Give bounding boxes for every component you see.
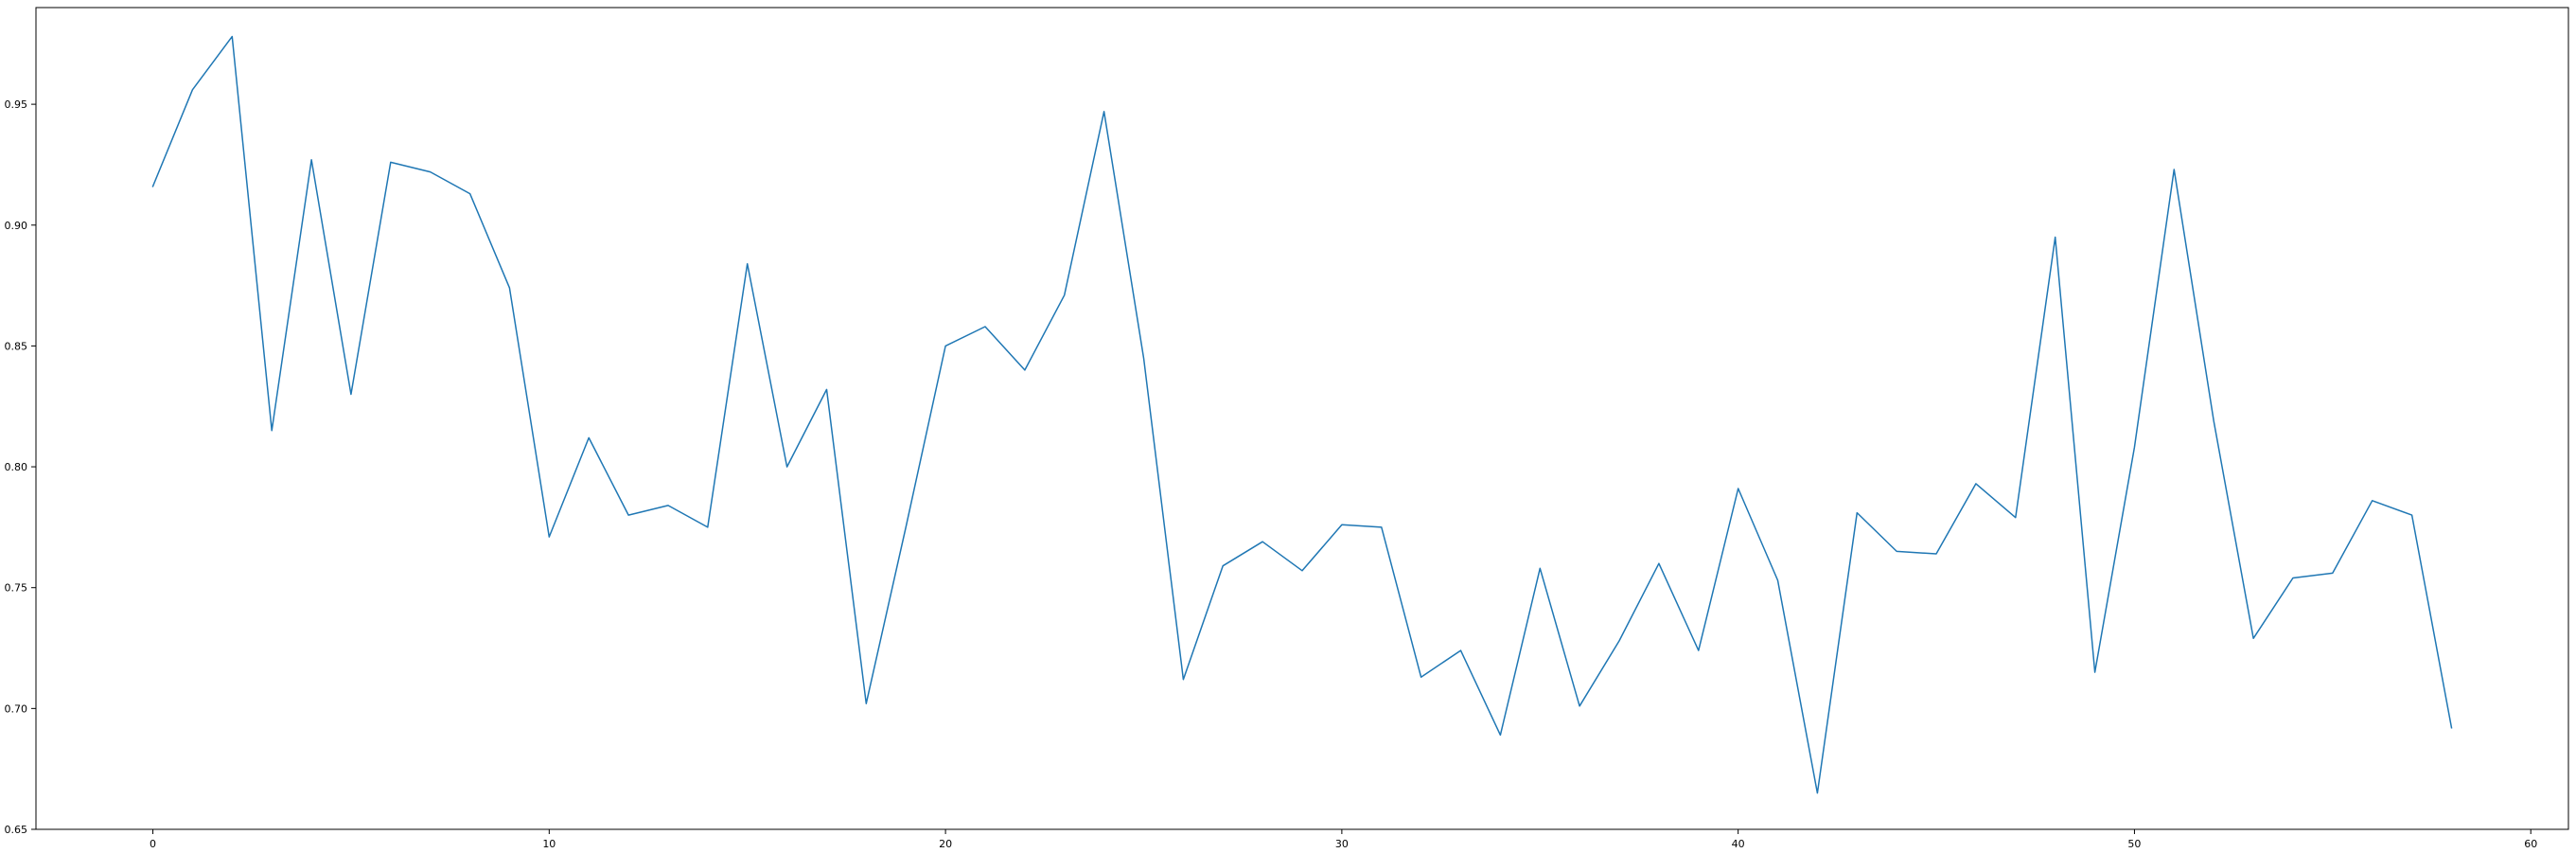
x-tick-label: 50	[2127, 838, 2141, 850]
x-tick-label: 10	[542, 838, 556, 850]
y-tick-label: 0.95	[5, 98, 28, 111]
x-tick-label: 60	[2524, 838, 2537, 850]
y-tick-label: 0.90	[5, 220, 28, 232]
y-tick-label: 0.80	[5, 461, 28, 473]
series-layer	[151, 35, 2453, 794]
y-tick-label: 0.75	[5, 582, 28, 595]
x-tick-label: 40	[1732, 838, 1745, 850]
y-tick-label: 0.65	[5, 824, 28, 836]
x-tick-label: 20	[939, 838, 952, 850]
plot-border	[35, 7, 2569, 830]
x-tick-label: 0	[150, 838, 156, 850]
plot-frame	[35, 7, 2569, 830]
y-tick-label: 0.85	[5, 340, 28, 352]
x-tick-label: 30	[1335, 838, 1349, 850]
x-axis-ticks: 0 10 20 30 40 50 60	[150, 829, 2537, 850]
y-axis-ticks: 0.65 0.70 0.75 0.80 0.85 0.90 0.95	[5, 98, 36, 836]
series-line	[151, 35, 2453, 794]
y-tick-label: 0.70	[5, 702, 28, 715]
